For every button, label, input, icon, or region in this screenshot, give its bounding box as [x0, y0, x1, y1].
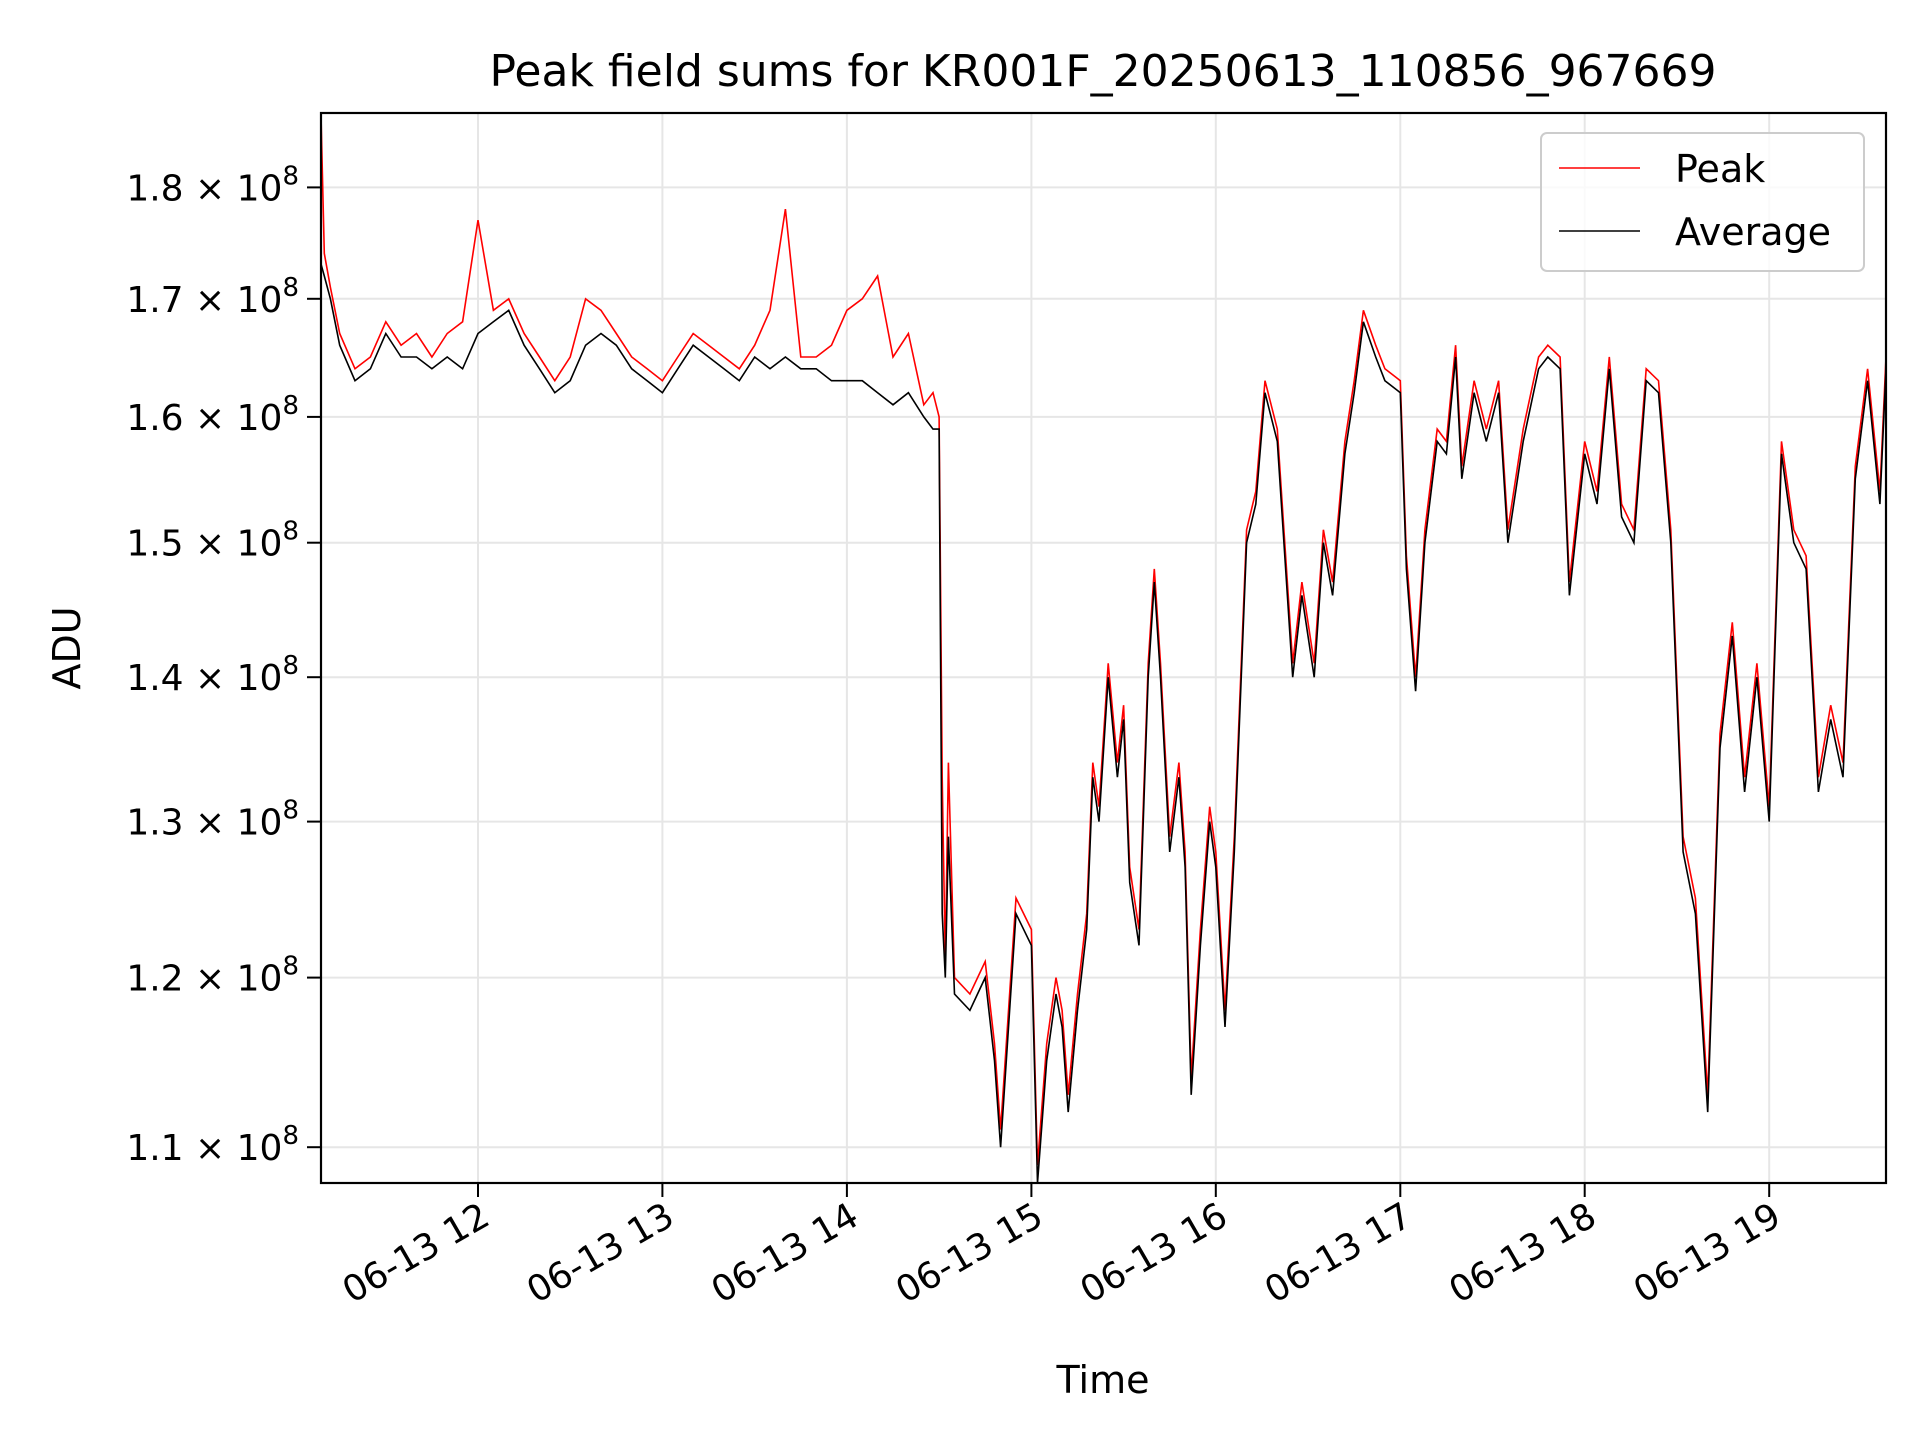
y-tick-label: 1.6 × 108 — [126, 391, 299, 439]
y-tick-mantissa: 1.5 — [126, 524, 183, 565]
y-tick-exponent: 8 — [282, 273, 299, 303]
legend-average-label: Average — [1675, 210, 1831, 254]
series-peak-line — [320, 123, 1887, 1166]
y-tick-label: 1.5 × 108 — [126, 517, 299, 565]
y-tick-exponent: 8 — [282, 391, 299, 421]
y-axis-label: ADU — [45, 606, 89, 689]
y-tick-multiplier: × 10 — [184, 658, 283, 699]
y-tick-mantissa: 1.4 — [126, 658, 183, 699]
y-tick-mantissa: 1.7 — [126, 280, 183, 321]
series-layer — [320, 123, 1887, 1184]
y-tick-mantissa: 1.2 — [126, 959, 183, 1000]
series-average-line — [320, 264, 1887, 1184]
y-tick-exponent: 8 — [282, 161, 299, 191]
y-tick-multiplier: × 10 — [184, 168, 283, 209]
y-tick-mantissa: 1.8 — [126, 168, 183, 209]
legend: Peak Average — [1540, 132, 1865, 272]
legend-peak-label: Peak — [1675, 147, 1765, 191]
y-tick-label: 1.4 × 108 — [126, 651, 299, 699]
y-tick-label: 1.3 × 108 — [126, 796, 299, 844]
plot-frame — [319, 111, 1888, 1185]
y-tick-exponent: 8 — [282, 796, 299, 826]
y-tick-label: 1.8 × 108 — [126, 161, 299, 209]
y-tick-exponent: 8 — [282, 517, 299, 547]
y-tick-label: 1.7 × 108 — [126, 273, 299, 321]
y-tick-label: 1.2 × 108 — [126, 952, 299, 1000]
y-tick-multiplier: × 10 — [184, 1128, 283, 1169]
y-tick-multiplier: × 10 — [184, 803, 283, 844]
y-tick-mantissa: 1.1 — [126, 1128, 183, 1169]
y-tick-multiplier: × 10 — [184, 280, 283, 321]
y-tick-mantissa: 1.6 — [126, 398, 183, 439]
y-tick-label: 1.1 × 108 — [126, 1121, 299, 1169]
x-axis-label: Time — [1056, 1358, 1150, 1402]
y-tick-multiplier: × 10 — [184, 959, 283, 1000]
y-tick-multiplier: × 10 — [184, 524, 283, 565]
y-tick-exponent: 8 — [282, 651, 299, 681]
y-tick-multiplier: × 10 — [184, 398, 283, 439]
chart-title: Peak field sums for KR001F_20250613_1108… — [489, 46, 1716, 97]
y-tick-exponent: 8 — [282, 952, 299, 982]
grid — [321, 113, 1886, 1183]
y-tick-exponent: 8 — [282, 1121, 299, 1151]
y-tick-mantissa: 1.3 — [126, 803, 183, 844]
